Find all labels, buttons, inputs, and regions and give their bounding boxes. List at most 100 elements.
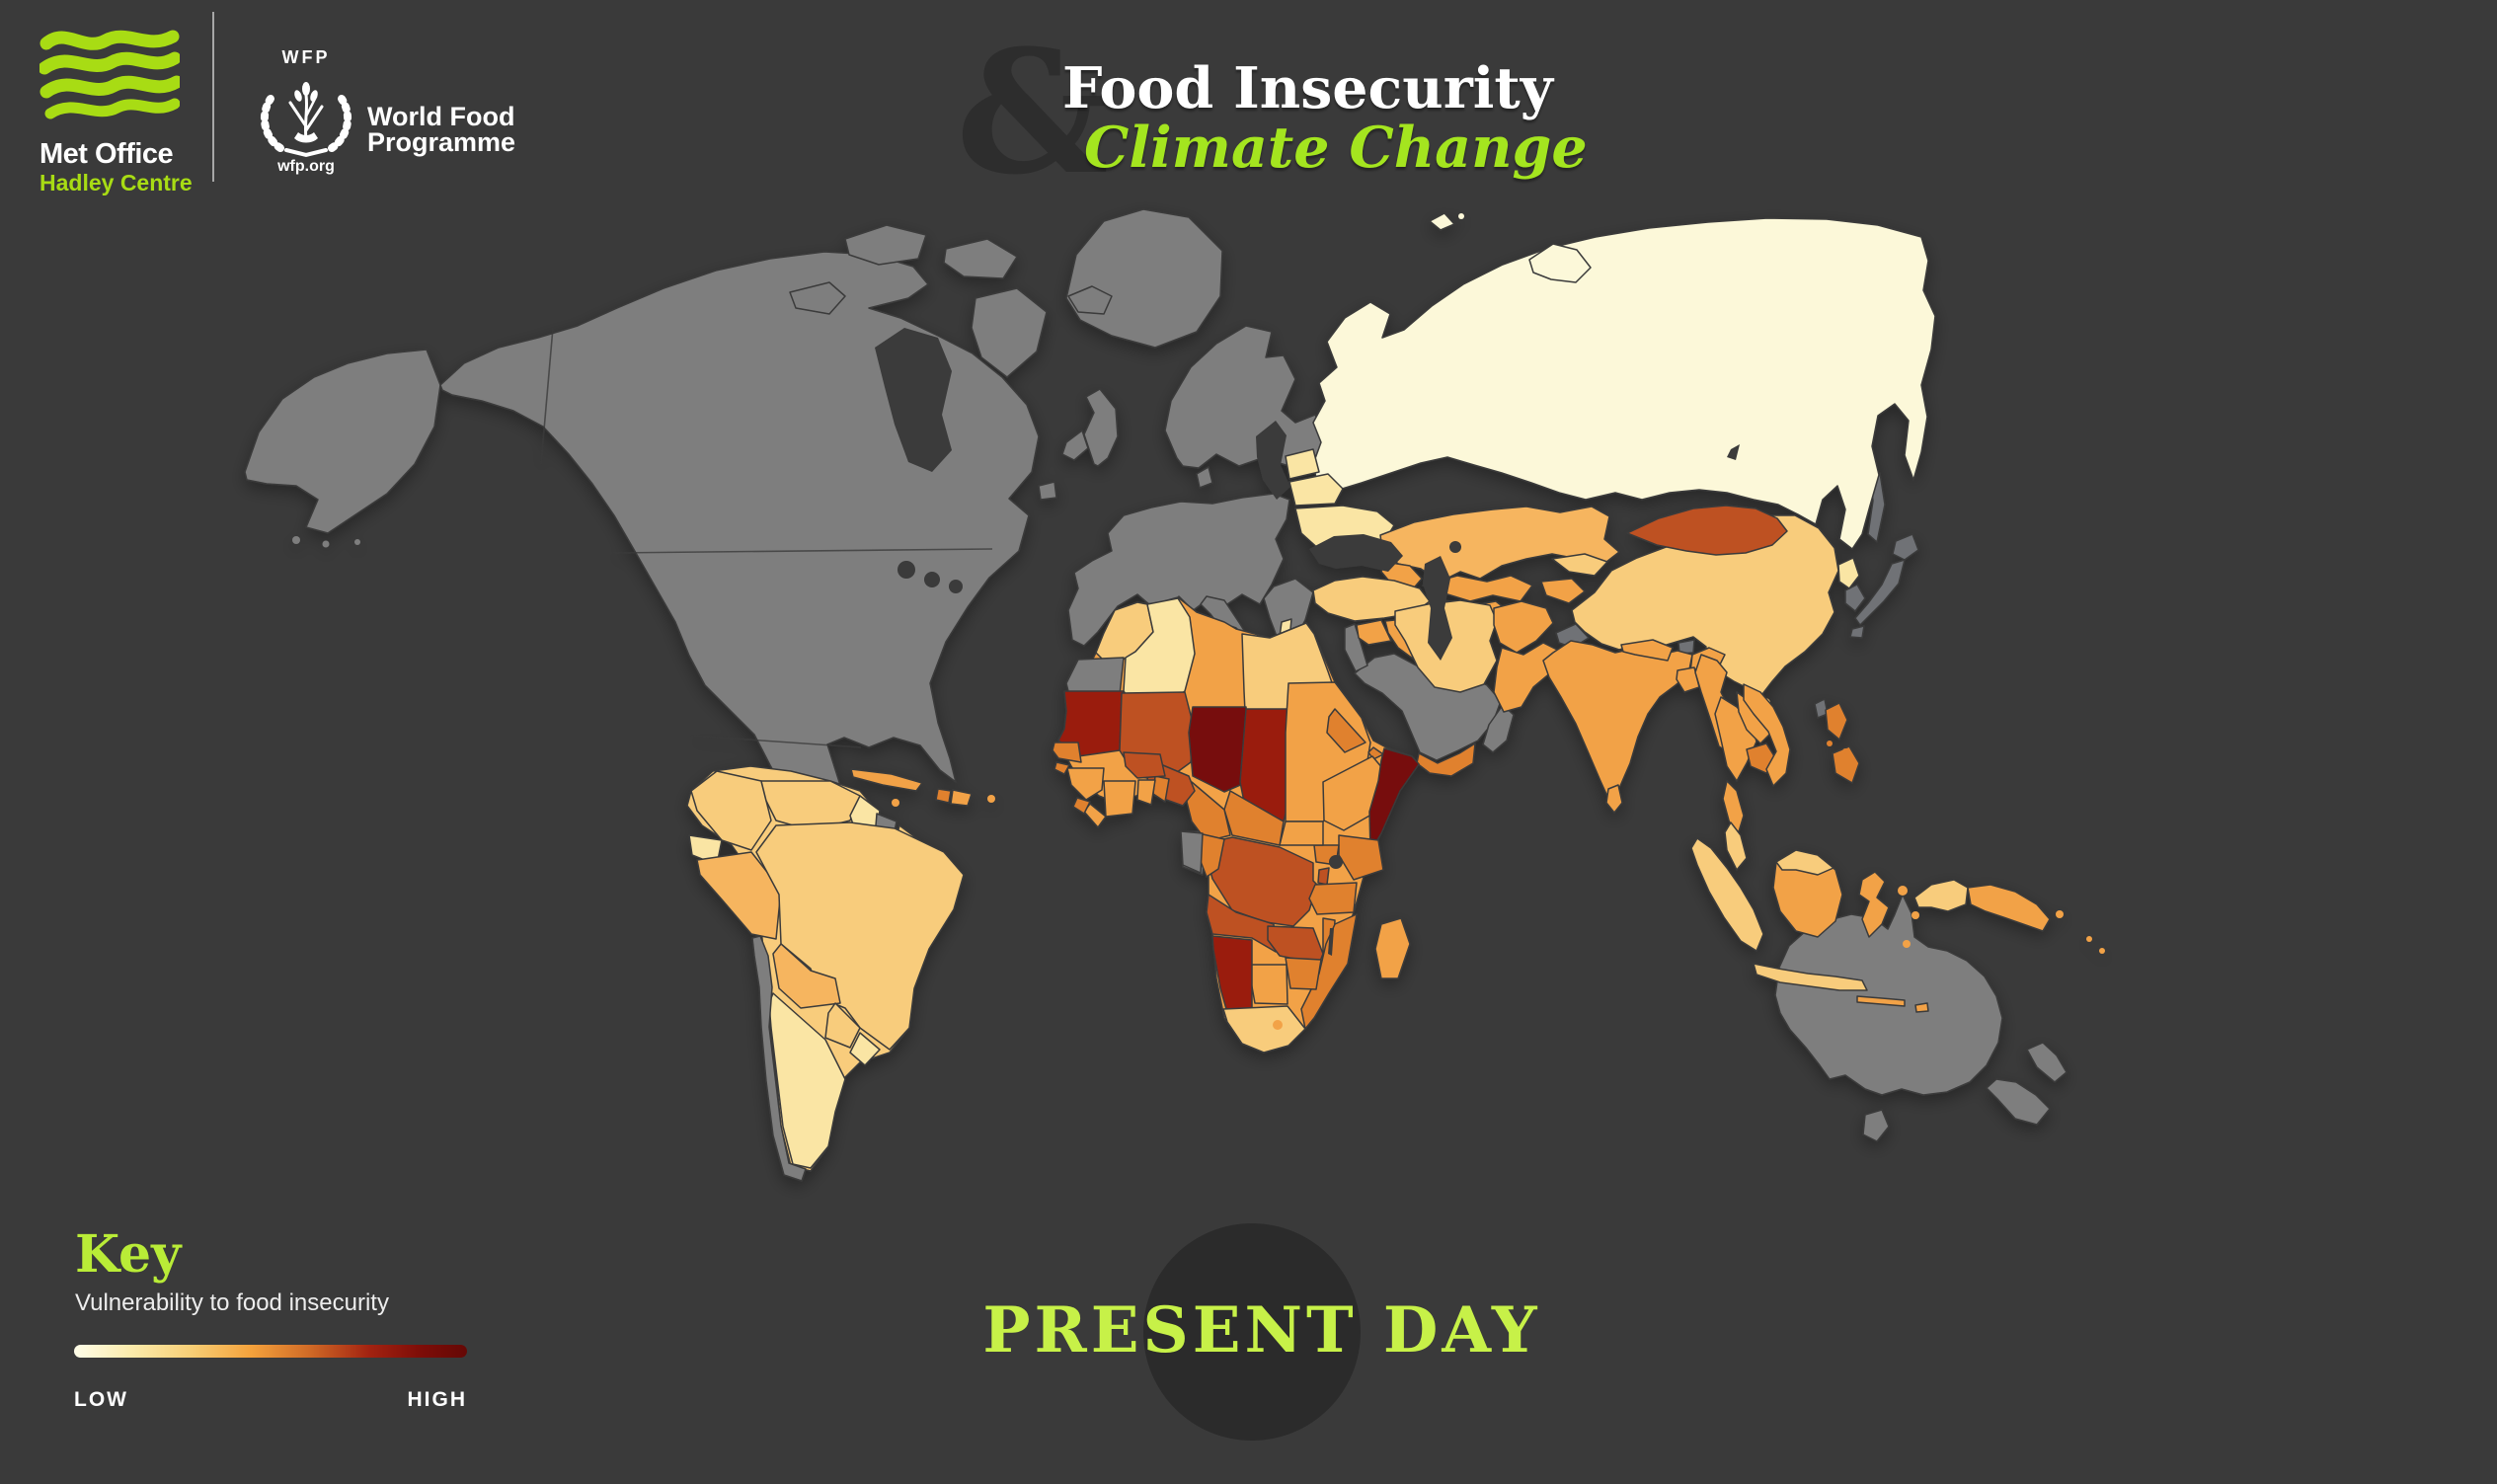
timeline-dial[interactable] [1143,1223,1361,1441]
country-bhutan [1678,639,1695,655]
country-north-korea [1837,557,1860,589]
island-java [1753,963,1868,991]
country-paraguay [824,1002,861,1049]
wfp-acronym: WFP [281,47,331,67]
island-borneo-malaysia [1775,849,1834,876]
country-cuba [850,768,923,792]
country-philippines-mindanao [1832,745,1860,784]
water-great-lakes [897,561,915,579]
country-philippines-visayas [1842,748,1848,754]
wave-icon [39,75,180,99]
country-niger [1188,706,1253,793]
country-uruguay [849,1032,881,1066]
laurel-branch-icon [260,95,284,152]
country-tanzania [1308,882,1358,915]
key-gradient-bar [74,1345,467,1358]
key-low-label: LOW [74,1388,128,1411]
islands-lesser-sunda [1856,995,1906,1007]
country-new-zealand-north [2026,1042,2068,1083]
water-great-lakes [924,572,940,587]
country-argentina [768,992,846,1169]
met-office-subtitle: Hadley Centre [39,170,193,195]
arctic-island-victoria [789,281,846,315]
country-zimbabwe [1285,957,1322,990]
title-ampersand: & [956,12,1110,212]
country-afghanistan [1493,600,1554,654]
island-aleutian [354,539,360,545]
country-madagascar [1374,917,1411,979]
hand-icon [294,132,318,143]
laurel-ribbon-icon [284,148,328,158]
country-peru [696,851,782,940]
country-syria [1356,619,1392,646]
country-eritrea [1326,708,1366,753]
islands-moluccas [1912,911,1919,919]
header-divider [212,12,214,182]
water-caspian-sea [1423,556,1452,661]
country-senegal [1052,742,1082,763]
border-us-canada [609,548,993,554]
stage-label: PRESENT DAY [982,1293,1541,1367]
country-ghana [1136,779,1156,806]
page-title-line1: Food Insecurity [1062,55,1553,121]
islands-solomon [2086,936,2092,942]
wheat-grain-icon [310,90,318,102]
country-guinea [1066,767,1105,801]
key-high-label: HIGH [407,1388,467,1411]
country-angola [1206,894,1277,953]
country-yemen [1416,742,1476,777]
country-iceland [1067,285,1113,315]
country-ireland [1061,430,1089,461]
region-levant [1344,623,1368,672]
country-sri-lanka [1605,784,1623,814]
page-title-line2: Climate Change [1084,115,1588,181]
country-new-zealand-south [1986,1078,2051,1126]
border-us-mexico [690,735,862,748]
island-svalbard [1429,212,1455,231]
country-guinea-bissau [1053,761,1070,775]
country-india [1542,640,1693,804]
country-kyrgyzstan [1551,553,1608,577]
country-greenland [1065,208,1223,349]
wfp-emblem [260,82,352,158]
country-central-african-republic [1223,790,1285,846]
island-tasmania [1862,1109,1890,1142]
water-lake-malawi [1328,928,1334,956]
country-south-sudan [1279,820,1324,846]
country-tajikistan [1540,578,1586,604]
water-baltic-sea [1256,421,1290,500]
country-bolivia [772,943,841,1009]
water-lake-victoria [1329,855,1343,869]
key-heading: Key [75,1224,182,1285]
country-haiti [935,788,952,804]
country-north-america [439,251,1040,813]
country-nepal [1620,639,1674,662]
country-chile [751,935,807,1182]
country-uk [1083,388,1119,467]
island-sumatra [1690,837,1764,952]
country-mozambique [1300,913,1358,1030]
country-philippines-visayas [1827,741,1833,746]
wfp-name-line2: Programme [367,127,516,157]
country-japan-kyushu [1849,625,1865,639]
country-uzbekistan [1422,575,1533,602]
wfp-name-line1: World Food [367,102,515,131]
met-office-waves-logo [39,30,180,119]
country-australia [1774,894,2003,1096]
country-alaska [244,349,441,534]
wfp-url: wfp.org [277,158,335,175]
islands-solomon [2099,948,2105,954]
country-south-korea [1844,584,1866,612]
country-russia [1312,217,1936,550]
country-mongolia [1626,505,1788,556]
country-colombia [690,770,772,851]
met-office-name: Met Office [39,138,174,170]
water-aral-sea [1449,541,1461,553]
country-lesotho [1273,1020,1283,1030]
country-malaysia [1724,821,1748,871]
islands-moluccas [1898,886,1908,896]
island-bahamas [930,745,936,751]
arctic-island-baffin [971,287,1048,378]
country-kenya [1338,834,1384,881]
